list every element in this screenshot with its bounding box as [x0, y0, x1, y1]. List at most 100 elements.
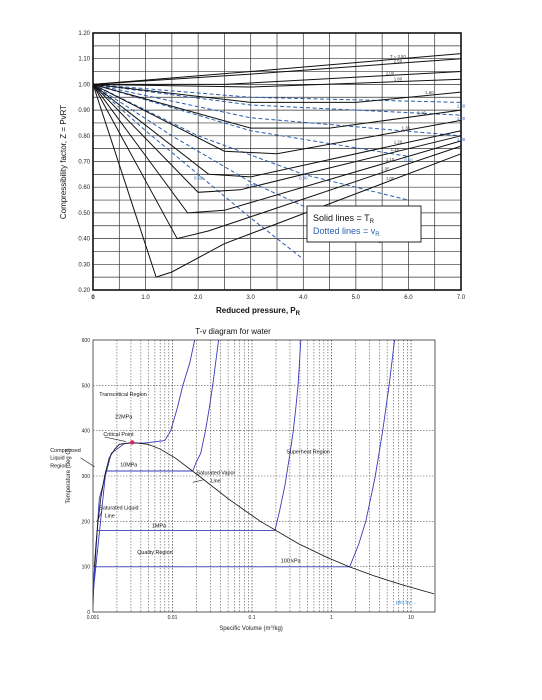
chart1-legend-solid: Solid lines = TR [313, 213, 375, 225]
chart2-x-tick-label: 0.1 [249, 615, 256, 621]
chart1-solid-line [92, 83, 462, 129]
chart2-isobar-line [92, 339, 302, 599]
chart1-solid-lines [92, 53, 462, 278]
tv-diagram-chart: T-v diagram for water 0.001 0.01 0.1 1 10 0 1… [50, 327, 436, 632]
chart1-y-tick-label: 1.20 [78, 31, 90, 37]
chart1-curve-label: 1.00 [386, 176, 395, 181]
chart1-y-tick-label: 0.20 [78, 288, 90, 294]
chart2-annotation-arrow [104, 436, 127, 442]
compressibility-chart: 0 1.0 2.0 3.0 4.0 5.0 6.0 7.0 0.20 0.30 0.40 0.50 0… [59, 31, 466, 317]
chart1-curve-label: 2.00 [386, 70, 395, 75]
chart2-y-tick-label: 600 [82, 338, 91, 344]
chart2-x-tick-label: 1 [330, 615, 333, 621]
chart2-isobars [92, 339, 396, 606]
chart1-solid-line [92, 84, 462, 193]
chart1-curve-label: 1.15 [391, 147, 400, 152]
chart1-y-tick-label: 0.60 [78, 185, 90, 191]
chart1-curve-label: 1.60 [425, 90, 434, 95]
chart1-y-tick-label: 0.90 [78, 108, 90, 114]
chart1-x-tick-label: 5.0 [352, 295, 361, 301]
chart1-solid-line [92, 84, 462, 240]
chart1-y-tick-label: 1.00 [78, 82, 90, 88]
chart2-annotation: Saturated Vapor [196, 471, 235, 477]
chart2-annotation-arrow [192, 479, 205, 483]
chart1-dotted-line [92, 84, 304, 260]
chart1-y-tick-label: 0.40 [78, 237, 90, 243]
chart2-title: T-v diagram for water [195, 327, 271, 336]
chart1-x-tick-label: 6.0 [404, 295, 413, 301]
chart1-curve-label: T = 3.50 [390, 54, 406, 59]
chart1-curve-label: 1.30 [402, 125, 411, 130]
chart1-legend-dotted-subscript: R [375, 232, 380, 238]
chart1-dotted-line [92, 83, 383, 245]
chart2-x-tick-labels: 0.001 0.01 0.1 1 10 [87, 615, 414, 621]
chart1-y-tick-label: 0.50 [78, 211, 90, 217]
chart2-annotations: Transcritical Region 22MPa Critical Point C… [50, 392, 330, 564]
chart1-solid-line [92, 84, 462, 278]
chart2-plot-frame [92, 339, 436, 613]
chart2-y-tick-label: 400 [82, 429, 91, 435]
chart1-curve-label: 1.80 [394, 77, 403, 82]
chart2-critical-point-marker [129, 440, 135, 445]
chart1-plot-frame [92, 32, 462, 291]
chart1-y-tick-labels: 0.20 0.30 0.40 0.50 0.60 0.70 0.80 0.90 1.00 1.10… [78, 31, 90, 294]
chart2-annotation-arrow [96, 511, 103, 522]
chart2-isobar-line [92, 339, 396, 606]
chart2-x-tick-label: 0.01 [168, 615, 178, 621]
chart1-x-tick-label: 1.0 [141, 295, 150, 301]
chart2-annotation: Quality Region [137, 550, 172, 556]
chart2-x-tick-label: 10 [408, 615, 414, 621]
chart1-solid-line [92, 83, 462, 155]
chart1-y-tick-label: 1.10 [78, 57, 90, 63]
chart1-x-tick-label: 3.0 [247, 295, 256, 301]
chart1-dotted-label: 1.40 [457, 103, 466, 108]
chart2-annotation: Saturated Liquid [99, 506, 138, 512]
chart1-y-axis-title: Compressibility factor, Z = PvRT [59, 105, 68, 219]
chart1-solid-line [93, 71, 462, 85]
chart1-y-tick-label: 0.80 [78, 134, 90, 140]
chart2-saturation-dome [94, 440, 435, 595]
chart1-dotted-line [92, 83, 409, 201]
chart1-x-tick-label: 7.0 [457, 295, 466, 301]
chart2-annotation: Compressed [50, 448, 81, 454]
chart2-y-tick-label: 300 [82, 474, 91, 480]
chart1-curve-label: 1.05 [381, 167, 390, 172]
chart1-dotted-label: 0.80 [299, 175, 308, 180]
chart1-x-tick-label: 4.0 [299, 295, 308, 301]
chart1-x-tick-labels: 0 1.0 2.0 3.0 4.0 5.0 6.0 7.0 [91, 295, 466, 301]
chart1-solid-line [92, 53, 462, 85]
chart1-solid-line [92, 84, 462, 178]
chart1-dotted-line [92, 83, 462, 103]
chart1-dotted-label: 1.00 [457, 137, 466, 142]
chart1-solid-line [92, 83, 462, 103]
chart1-curve-labels: T = 3.502.50 2.00 1.80 1.60 1.40 1.30 1.20 1.15… [194, 54, 466, 188]
chart1-dotted-line [92, 83, 409, 157]
chart1-y-tick-label: 0.30 [78, 262, 90, 268]
chart2-annotation-arrows [80, 436, 205, 522]
chart1-dotted-label: 0.55 [194, 175, 203, 180]
chart2-y-tick-label: 200 [82, 519, 91, 525]
chart2-annotation: Line [105, 513, 115, 519]
chart1-legend-frame [306, 205, 422, 243]
chart1-dotted-label: 1.20 [457, 116, 466, 121]
chart2-y-axis-title: Temperature (deg C) [66, 448, 72, 503]
chart1-curve-label: 1.20 [394, 140, 403, 145]
chart2-annotation: 1MPa [152, 524, 166, 530]
chart1-dotted-label: 0.70 [247, 183, 256, 188]
chart2-annotation-arrow [80, 457, 95, 468]
chart2-y-tick-label: 500 [82, 383, 91, 389]
chart1-legend-dotted: Dotted lines = vR [313, 226, 380, 238]
chart1-x-tick-label: 0 [91, 295, 95, 301]
chart2-annotation: Liquid [50, 456, 64, 462]
chart1-curve-label: 1.40 [417, 110, 426, 115]
chart1-x-axis-title: Reduced pressure, PR [216, 306, 301, 317]
chart1-solid-line [92, 58, 462, 85]
chart1-legend-solid-subscript: R [370, 219, 375, 225]
chart1-x-axis-title-subscript: R [296, 311, 301, 317]
chart2-isobar-line [92, 339, 220, 594]
chart1-x-tick-label: 2.0 [194, 295, 203, 301]
chart1-dotted-line [92, 83, 462, 116]
chart1-curve-label: 1.10 [386, 157, 395, 162]
chart2-watermark: plot by ... [396, 600, 416, 606]
chart2-annotation: 22MPa [115, 414, 132, 420]
